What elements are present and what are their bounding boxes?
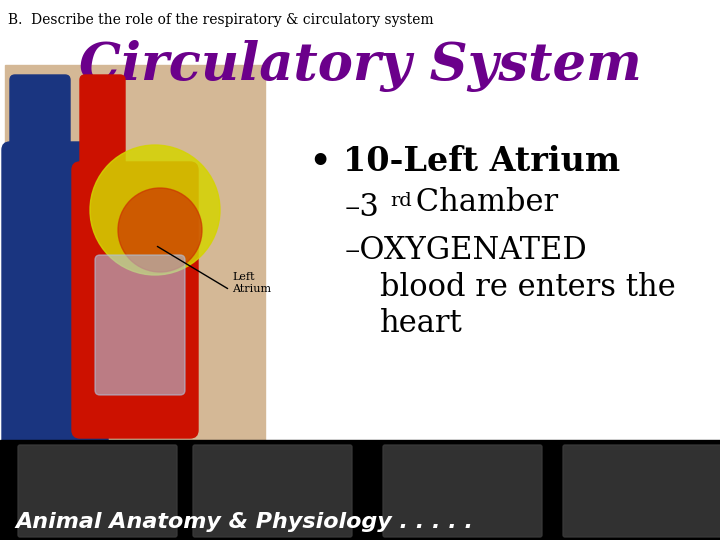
FancyBboxPatch shape	[72, 162, 198, 438]
Text: Animal Anatomy & Physiology . . . . .: Animal Anatomy & Physiology . . . . .	[15, 512, 473, 532]
Text: Chamber: Chamber	[406, 187, 558, 218]
Bar	[5, 65, 265, 455]
FancyBboxPatch shape	[80, 75, 125, 185]
Text: heart: heart	[380, 308, 463, 339]
FancyBboxPatch shape	[10, 75, 70, 195]
Text: Circulatory System: Circulatory System	[78, 40, 642, 92]
Bar	[0, 440, 720, 540]
Text: blood re enters the: blood re enters the	[380, 272, 676, 303]
FancyBboxPatch shape	[383, 445, 542, 537]
Circle shape	[90, 145, 220, 275]
FancyBboxPatch shape	[193, 445, 352, 537]
Bar	[0, 60, 270, 460]
FancyBboxPatch shape	[563, 445, 720, 537]
FancyBboxPatch shape	[2, 142, 108, 448]
Text: Left
Atrium: Left Atrium	[232, 272, 271, 294]
FancyBboxPatch shape	[95, 255, 185, 395]
Text: • 10-Left Atrium: • 10-Left Atrium	[310, 145, 620, 178]
Text: rd: rd	[390, 192, 412, 210]
Text: –3: –3	[345, 192, 380, 223]
FancyBboxPatch shape	[18, 445, 177, 537]
Text: –OXYGENATED: –OXYGENATED	[345, 235, 588, 266]
Circle shape	[118, 188, 202, 272]
Text: B.  Describe the role of the respiratory & circulatory system: B. Describe the role of the respiratory …	[8, 13, 433, 27]
